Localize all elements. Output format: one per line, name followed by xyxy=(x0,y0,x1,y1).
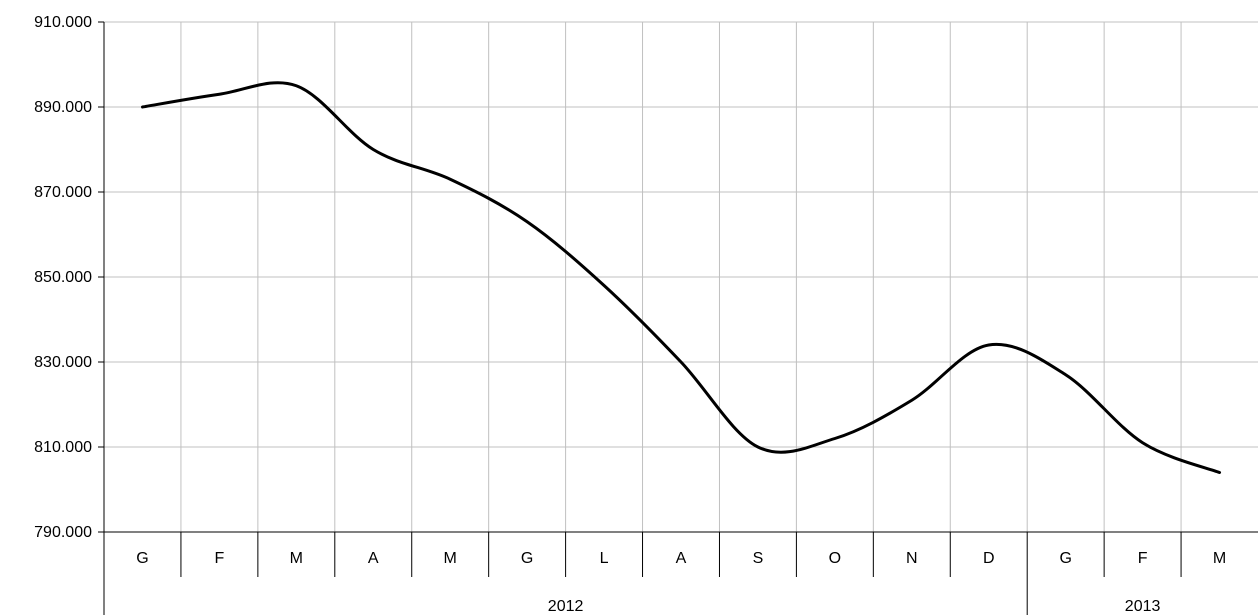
x-axis-year-groups: 2012 2013 xyxy=(548,577,1161,615)
y-tick-label: 910.000 xyxy=(34,14,92,31)
series-layer xyxy=(140,81,1222,474)
axes xyxy=(103,22,1258,615)
series-line xyxy=(140,81,1222,474)
year-group-label: 2012 xyxy=(548,598,584,615)
y-tick-label: 790.000 xyxy=(34,524,92,541)
y-tick-label: 810.000 xyxy=(34,439,92,456)
y-axis-ticks: 790.000 810.000 830.000 850.000 870.000 890.0… xyxy=(34,14,104,541)
x-category-label: M xyxy=(290,550,303,567)
x-category-label: F xyxy=(1138,550,1148,567)
y-tick-label: 870.000 xyxy=(34,184,92,201)
y-tick-label: 830.000 xyxy=(34,354,92,371)
x-category-label: A xyxy=(676,550,687,567)
year-group-label: 2013 xyxy=(1125,598,1161,615)
x-category-label: A xyxy=(368,550,379,567)
x-category-label: N xyxy=(906,550,918,567)
x-category-label: L xyxy=(600,550,609,567)
x-category-label: S xyxy=(753,550,764,567)
y-tick-label: 890.000 xyxy=(34,99,92,116)
x-category-label: G xyxy=(136,550,148,567)
y-tick-label: 850.000 xyxy=(34,269,92,286)
x-category-label: D xyxy=(983,550,995,567)
x-category-label: O xyxy=(829,550,841,567)
grid-lines xyxy=(104,21,1258,532)
x-category-label: G xyxy=(1059,550,1071,567)
x-category-label: F xyxy=(215,550,225,567)
x-category-label: M xyxy=(1213,550,1226,567)
x-category-label: G xyxy=(521,550,533,567)
x-category-label: M xyxy=(444,550,457,567)
